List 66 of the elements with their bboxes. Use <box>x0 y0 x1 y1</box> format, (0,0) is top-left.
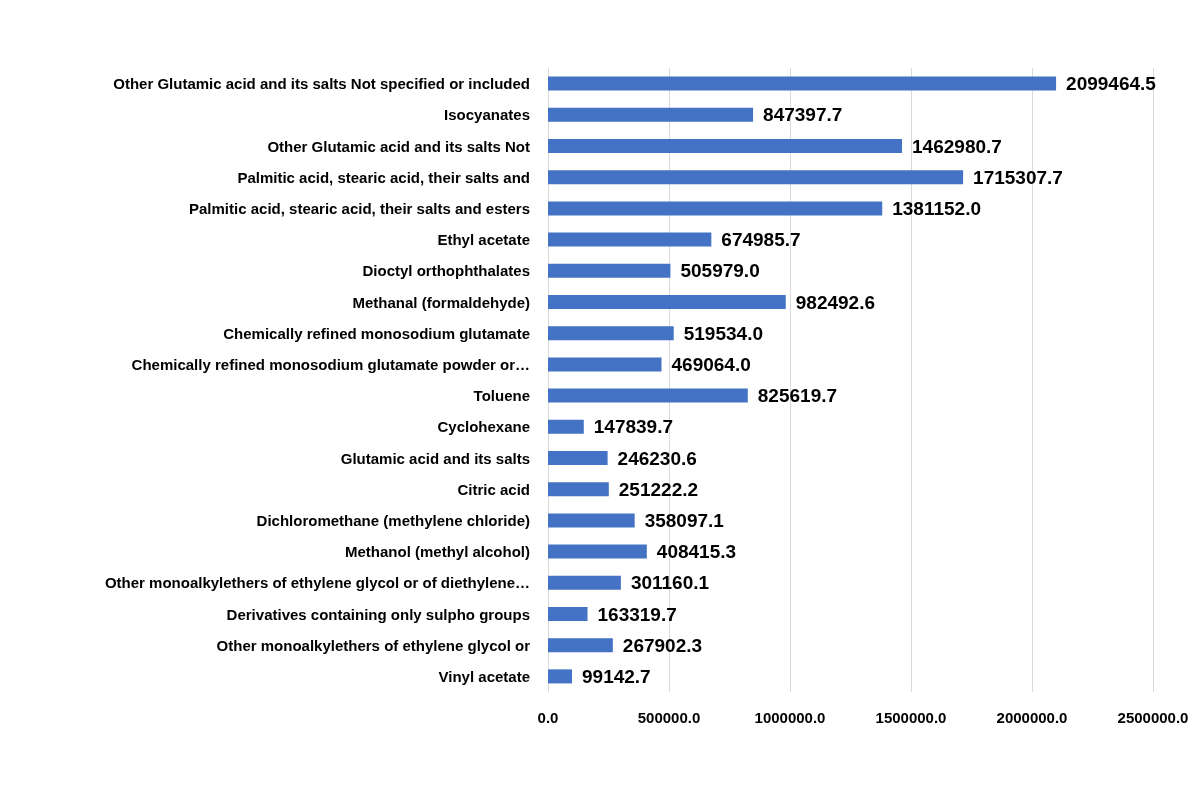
y-tick-label: Dichloromethane (methylene chloride) <box>256 511 530 529</box>
y-tick-label: Cyclohexane <box>437 418 530 436</box>
data-label: 358097.1 <box>644 509 725 531</box>
bar <box>548 482 609 497</box>
y-tick-label: Methanal (formaldehyde) <box>352 293 530 311</box>
y-tick-label: Toluene <box>473 387 530 405</box>
data-label: 163319.7 <box>597 603 677 625</box>
bar <box>548 357 662 372</box>
bar <box>548 419 584 434</box>
y-tick-label: Other monoalkylethers of ethylene glycol or <box>216 636 531 654</box>
data-label: 251222.2 <box>618 478 699 500</box>
bar <box>548 138 903 154</box>
bar <box>548 232 712 247</box>
y-tick-label: Palmitic acid, stearic acid, their salts and esters <box>189 199 530 217</box>
data-label: 469064.0 <box>671 353 751 375</box>
data-label: 408415.3 <box>656 541 737 563</box>
x-tick-label: 0.0 <box>537 709 559 726</box>
data-label: 301160.1 <box>630 572 710 594</box>
y-tick-label: Vinyl acetate <box>438 667 530 685</box>
x-tick-label: 1000000.0 <box>754 709 826 726</box>
y-tick-label: Dioctyl orthophthalates <box>362 262 530 280</box>
y-tick-label: Chemically refined monosodium glutamate <box>223 324 530 342</box>
y-tick-label: Other monoalkylethers of ethylene glycol or of diethylene… <box>104 574 530 592</box>
bar <box>548 170 964 185</box>
x-tick-label: 2000000.0 <box>996 709 1068 726</box>
y-tick-label: Palmitic acid, stearic acid, their salts and <box>237 168 530 186</box>
x-tick-label: 500000.0 <box>637 709 701 726</box>
data-label: 99142.7 <box>581 665 651 687</box>
data-label: 519534.0 <box>683 322 763 344</box>
bar <box>548 388 748 403</box>
bar <box>548 638 613 653</box>
bar <box>548 450 608 466</box>
x-tick-label: 2500000.0 <box>1117 709 1189 726</box>
data-label: 825619.7 <box>757 385 838 407</box>
y-tick-label: Citric acid <box>457 480 530 498</box>
bar <box>548 606 588 622</box>
data-label: 1715307.7 <box>973 166 1063 188</box>
bar <box>548 575 621 590</box>
bar <box>548 294 786 310</box>
bar <box>548 326 674 341</box>
y-tick-label: Other Glutamic acid and its salts Not <box>267 137 530 155</box>
y-tick-label: Isocyanates <box>444 106 530 124</box>
data-label: 246230.6 <box>617 447 697 469</box>
bar <box>548 669 572 684</box>
bar <box>548 544 647 559</box>
data-label: 147839.7 <box>593 416 674 438</box>
data-label: 982492.6 <box>795 291 876 313</box>
y-tick-label: Derivatives containing only sulpho groups <box>226 605 530 623</box>
bar <box>548 107 754 122</box>
data-label: 2099464.5 <box>1066 73 1157 95</box>
x-tick-label: 1500000.0 <box>875 709 947 726</box>
y-tick-label: Glutamic acid and its salts <box>340 449 530 467</box>
data-label: 1462980.7 <box>912 135 1002 157</box>
data-label: 267902.3 <box>622 634 703 656</box>
bar <box>548 201 883 216</box>
y-tick-label: Ethyl acetate <box>437 231 530 249</box>
y-tick-label: Other Glutamic acid and its salts Not specified or included <box>113 75 530 93</box>
y-tick-label: Chemically refined monosodium glutamate powder or… <box>131 355 530 373</box>
data-label: 847397.7 <box>763 104 843 126</box>
bar <box>548 513 635 528</box>
data-label: 505979.0 <box>680 260 760 282</box>
data-label: 674985.7 <box>721 229 801 251</box>
y-tick-label: Methanol (methyl alcohol) <box>344 543 530 561</box>
data-label: 1381152.0 <box>892 197 981 219</box>
bar <box>548 263 671 278</box>
bar <box>548 76 1057 91</box>
